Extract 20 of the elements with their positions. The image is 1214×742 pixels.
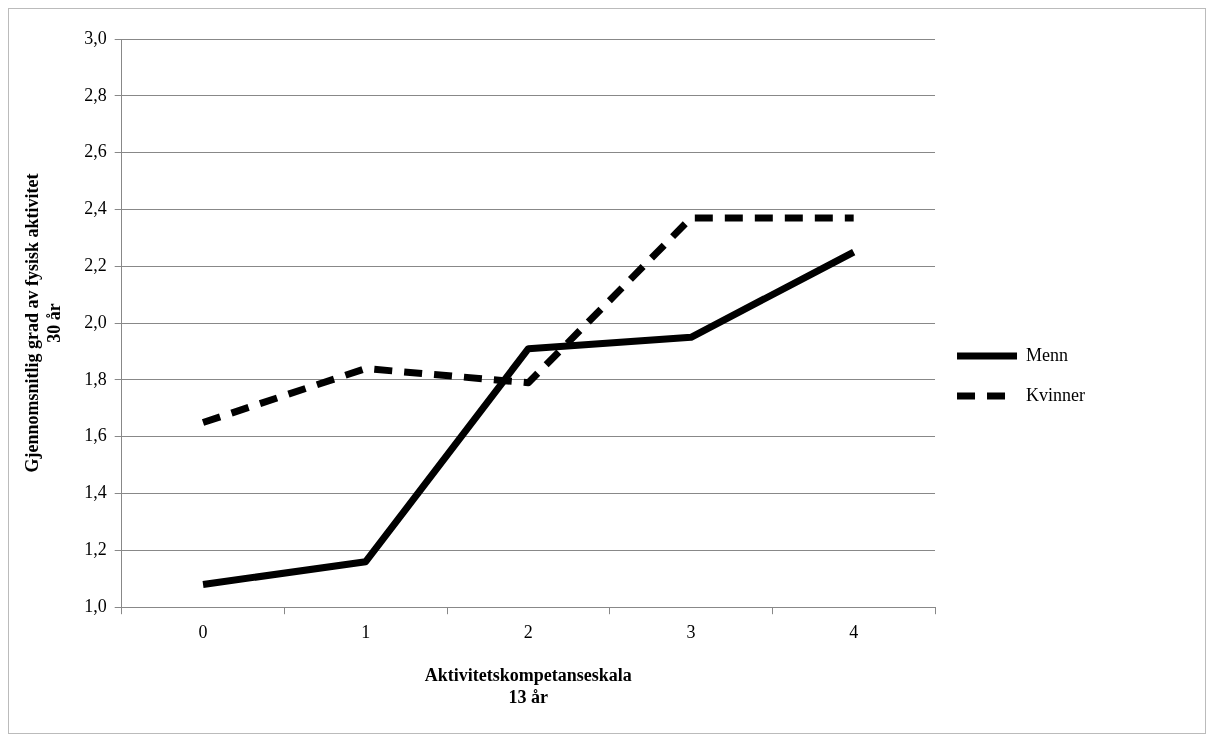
x-axis-title: Aktivitetskompetanseskala 13 år [424,665,632,707]
x-tick-label: 3 [686,621,696,642]
x-tick-label: 1 [361,621,371,642]
y-tick-label: 1,6 [84,425,107,446]
y-tick-label: 2,8 [84,84,107,105]
y-tick-label: 2,2 [84,255,107,276]
x-tick-label: 2 [523,621,533,642]
y-tick-label: 2,0 [84,311,107,332]
x-tick-label: 4 [849,621,859,642]
y-tick-label: 2,4 [84,198,107,219]
legend-label: Menn [1026,344,1069,365]
y-axis-title: Gjennomsnitlig grad av fysisk aktivitet 30 år [22,173,65,473]
y-tick-label: 2,6 [84,141,107,162]
y-tick-label: 1,0 [84,595,107,616]
y-tick-label: 1,4 [84,482,107,503]
y-tick-label: 3,0 [84,27,107,48]
y-tick-label: 1,8 [84,368,107,389]
legend-label: Kvinner [1026,384,1086,405]
x-tick-label: 0 [198,621,208,642]
y-tick-label: 1,2 [84,539,107,560]
